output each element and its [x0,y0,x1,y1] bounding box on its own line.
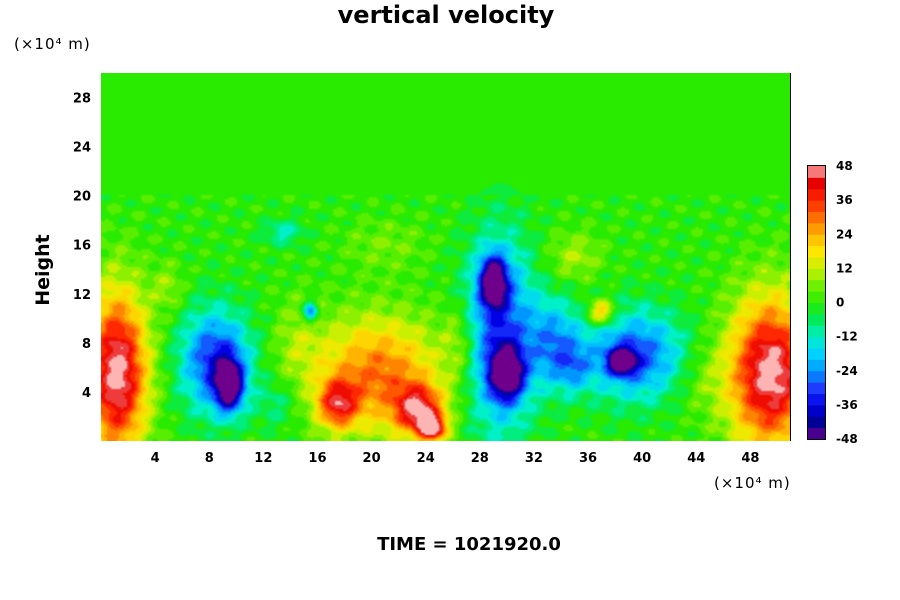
colorbar-band [808,416,825,429]
y-axis-label: Height [32,234,54,306]
x-tick-label: 32 [525,451,543,466]
colorbar-band [808,245,825,258]
colorbar-tick-label: 0 [836,296,844,310]
x-tick-label: 44 [687,451,705,466]
x-unit-label: (×10⁴ m) [714,474,791,492]
colorbar-band [808,188,825,201]
colorbar-ticks: 48 36 24 12 0 -12 -24 -36 -48 [836,159,858,446]
colorbar-tick-label: 12 [836,261,853,275]
colorbar-band [808,393,825,406]
colorbar-band [808,222,825,235]
colorbar-tick-label: -36 [836,398,858,412]
x-tick-label: 48 [741,451,759,466]
colorbar-tick-label: 36 [836,193,853,207]
time-label: TIME = 1021920.0 [377,534,561,555]
colorbar-band [808,336,825,349]
colorbar-tick-label: -12 [836,330,858,344]
y-tick-label: 4 [82,386,91,401]
x-tick-label: 4 [151,451,160,466]
x-tick-label: 12 [254,451,272,466]
y-tick-label: 16 [73,239,91,254]
y-tick-label: 12 [73,288,91,303]
colorbar-band [808,177,825,190]
y-tick-label: 28 [73,92,91,107]
colorbar-band [808,268,825,281]
colorbar-band [808,291,825,303]
colorbar-band [808,211,825,224]
colorbar-frame [807,165,826,440]
colorbar-tick-label: -48 [836,432,858,446]
x-tick-label: 36 [579,451,597,466]
x-tick-label: 8 [205,451,214,466]
colorbar-tick-label: 48 [836,159,853,173]
x-tick-label: 40 [633,451,651,466]
y-tick-label: 8 [82,337,91,352]
y-tick-label: 24 [73,141,91,156]
colorbar-band [808,200,825,212]
colorbar-band [808,382,825,394]
colorbar-tick-label: -24 [836,364,858,378]
colorbar-band [808,257,825,269]
x-tick-label: 20 [363,451,381,466]
colorbar-tick-label: 24 [836,227,853,241]
colorbar-band [808,302,825,315]
colorbar-band [808,370,825,383]
colorbar-band [808,234,825,247]
colorbar-band [808,325,825,338]
y-unit-label: (×10⁴ m) [14,35,91,53]
heatmap-plot-area [101,73,791,441]
colorbar-band [808,348,825,360]
colorbar-bands [808,166,825,440]
colorbar-band [808,359,825,372]
x-tick-label: 16 [308,451,326,466]
heatmap-field [101,73,791,441]
x-tick-label: 24 [417,451,435,466]
colorbar-band [808,166,825,178]
colorbar: 48 36 24 12 0 -12 -24 -36 -48 [807,159,858,446]
chart-title: vertical velocity [338,1,555,29]
y-axis-ticks: 4 8 12 16 20 24 28 [73,92,91,401]
x-axis-ticks: 4 8 12 16 20 24 28 32 36 40 44 48 [151,451,760,466]
colorbar-band [808,404,825,417]
colorbar-band [808,279,825,292]
x-tick-label: 28 [471,451,489,466]
y-tick-label: 20 [73,190,91,205]
colorbar-band [808,313,825,326]
colorbar-band [808,427,825,440]
